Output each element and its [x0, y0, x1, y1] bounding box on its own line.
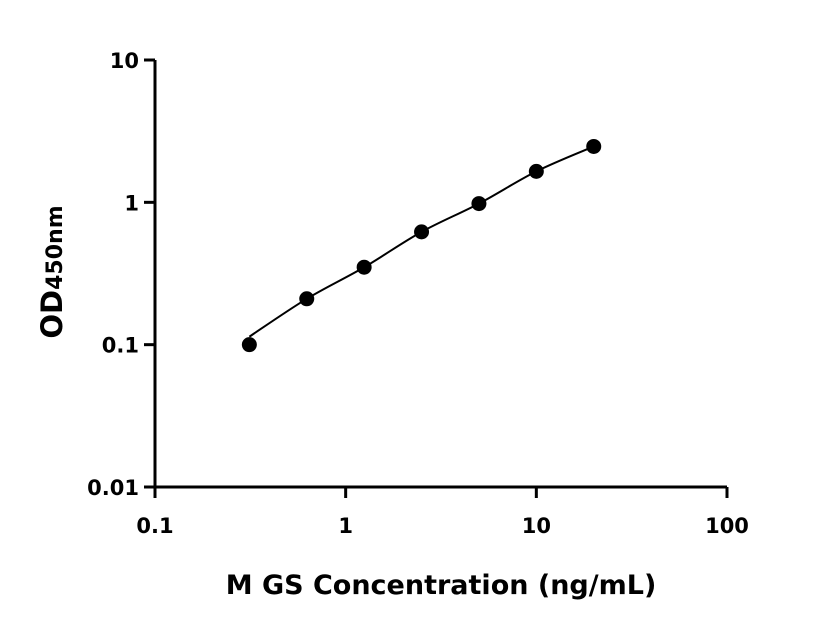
- axes: [153, 60, 727, 489]
- data-point: [586, 138, 602, 154]
- y-axis-label-sub: 450nm: [43, 205, 68, 290]
- data-point: [414, 224, 430, 240]
- x-tick-label: 0.1: [136, 514, 173, 538]
- x-axis-label: M GS Concentration (ng/mL): [226, 570, 657, 601]
- y-tick-label: 10: [110, 49, 139, 73]
- y-axis-label: OD450nm: [35, 205, 69, 338]
- data-point: [356, 259, 372, 275]
- x-tick-label: 10: [522, 514, 551, 538]
- x-tick-label: 1: [338, 514, 353, 538]
- data-points: [241, 138, 602, 353]
- x-ticks: 0.1 1 10 100: [136, 487, 749, 538]
- data-point: [241, 337, 257, 353]
- y-axis-label-main: OD: [35, 290, 69, 339]
- y-tick-label: 0.1: [102, 334, 139, 358]
- data-point: [299, 291, 315, 307]
- y-tick-label: 0.01: [87, 476, 139, 500]
- data-point: [528, 163, 544, 179]
- data-point: [471, 196, 487, 212]
- x-tick-label: 100: [705, 514, 749, 538]
- y-tick-label: 1: [124, 191, 139, 215]
- y-ticks: 0.01 0.1 1 10: [87, 49, 155, 500]
